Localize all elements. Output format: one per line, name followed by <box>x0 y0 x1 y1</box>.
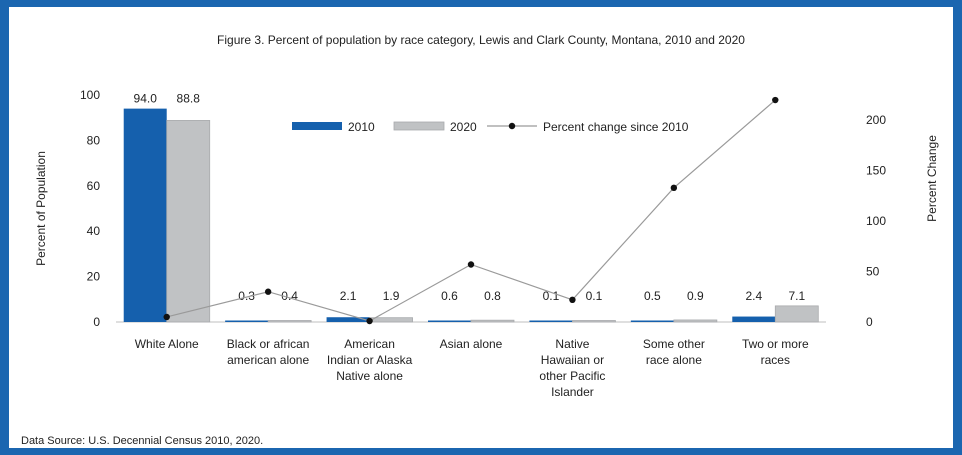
data-label-2010: 0.3 <box>238 289 255 303</box>
percent-change-point <box>670 184 678 192</box>
x-tick-label: American <box>344 337 395 351</box>
bar-2010 <box>123 108 167 323</box>
y2-axis-title: Percent Change <box>925 135 939 222</box>
chart-frame: Figure 3. Percent of population by race … <box>9 7 953 448</box>
legend-marker-percent-change <box>508 122 516 130</box>
y-tick-label: 100 <box>80 88 100 102</box>
x-tick-label: race alone <box>646 353 702 367</box>
bar-2010 <box>225 320 269 322</box>
legend-swatch-2010 <box>292 122 342 130</box>
x-tick-label: Black or african <box>227 337 310 351</box>
x-tick-label: Asian alone <box>440 337 503 351</box>
y2-tick-label: 150 <box>866 164 886 178</box>
x-tick-label: Native <box>555 337 589 351</box>
data-label-2010: 0.6 <box>441 289 458 303</box>
percent-change-point <box>163 313 170 321</box>
data-label-2010: 0.1 <box>543 289 560 303</box>
x-tick-label: other Pacific <box>539 369 605 383</box>
y-tick-label: 0 <box>93 315 100 329</box>
data-label-2020: 1.9 <box>383 289 400 303</box>
bar-2020 <box>774 305 819 323</box>
x-tick-label: american alone <box>227 353 309 367</box>
legend-label-2020: 2020 <box>450 120 477 134</box>
data-label-2020: 7.1 <box>788 289 805 303</box>
x-tick-label: Hawaiian or <box>541 353 604 367</box>
percent-change-point <box>467 261 475 268</box>
x-tick-label: Indian or Alaska <box>327 353 413 367</box>
data-label-2010: 2.4 <box>745 289 762 303</box>
bar-2010 <box>630 320 674 322</box>
y2-tick-label: 0 <box>866 315 873 329</box>
x-tick-label: Native alone <box>336 369 403 383</box>
y2-tick-label: 100 <box>866 214 886 228</box>
y-tick-label: 80 <box>87 133 101 147</box>
percent-change-point <box>366 317 373 325</box>
legend-label-percent-change: Percent change since 2010 <box>543 120 689 134</box>
data-source-note: Data Source: U.S. Decennial Census 2010,… <box>21 435 264 447</box>
data-label-2010: 94.0 <box>134 92 158 106</box>
percent-change-point <box>772 96 779 104</box>
percent-change-point <box>264 288 272 295</box>
bar-2020 <box>369 317 413 323</box>
percent-change-point <box>569 296 576 304</box>
y2-tick-label: 200 <box>866 113 886 127</box>
data-label-2020: 88.8 <box>177 92 201 106</box>
legend-swatch-2020 <box>393 121 445 131</box>
bar-2010 <box>732 316 776 322</box>
bar-2010 <box>326 317 370 322</box>
bar-2010 <box>529 320 573 322</box>
data-label-2020: 0.8 <box>484 289 501 303</box>
x-tick-label: Some other <box>643 337 705 351</box>
y-tick-label: 60 <box>87 179 101 193</box>
bar-2020 <box>673 319 718 323</box>
x-tick-label: races <box>761 353 790 367</box>
chart-title: Figure 3. Percent of population by race … <box>217 33 745 47</box>
data-label-2020: 0.9 <box>687 289 704 303</box>
bar-2020 <box>572 320 616 323</box>
data-label-2020: 0.1 <box>586 289 603 303</box>
bar-2020 <box>166 120 211 323</box>
combo-chart: 0 20 40 60 80 100 0 50 100 150 200 Percent of Popul… <box>34 88 939 399</box>
x-tick-label: White Alone <box>135 337 199 351</box>
bar-2010 <box>428 320 471 322</box>
y-tick-label: 40 <box>87 224 101 238</box>
bar-2020 <box>470 319 515 323</box>
data-label-2010: 0.5 <box>644 289 661 303</box>
y-tick-label: 20 <box>87 270 101 284</box>
data-label-2010: 2.1 <box>340 289 357 303</box>
y-axis-title: Percent of Population <box>34 151 48 266</box>
legend-label-2010: 2010 <box>348 120 375 134</box>
x-tick-label: Islander <box>551 385 594 399</box>
y2-tick-label: 50 <box>866 265 880 279</box>
x-tick-label: Two or more <box>742 337 809 351</box>
bar-2020 <box>267 320 312 323</box>
